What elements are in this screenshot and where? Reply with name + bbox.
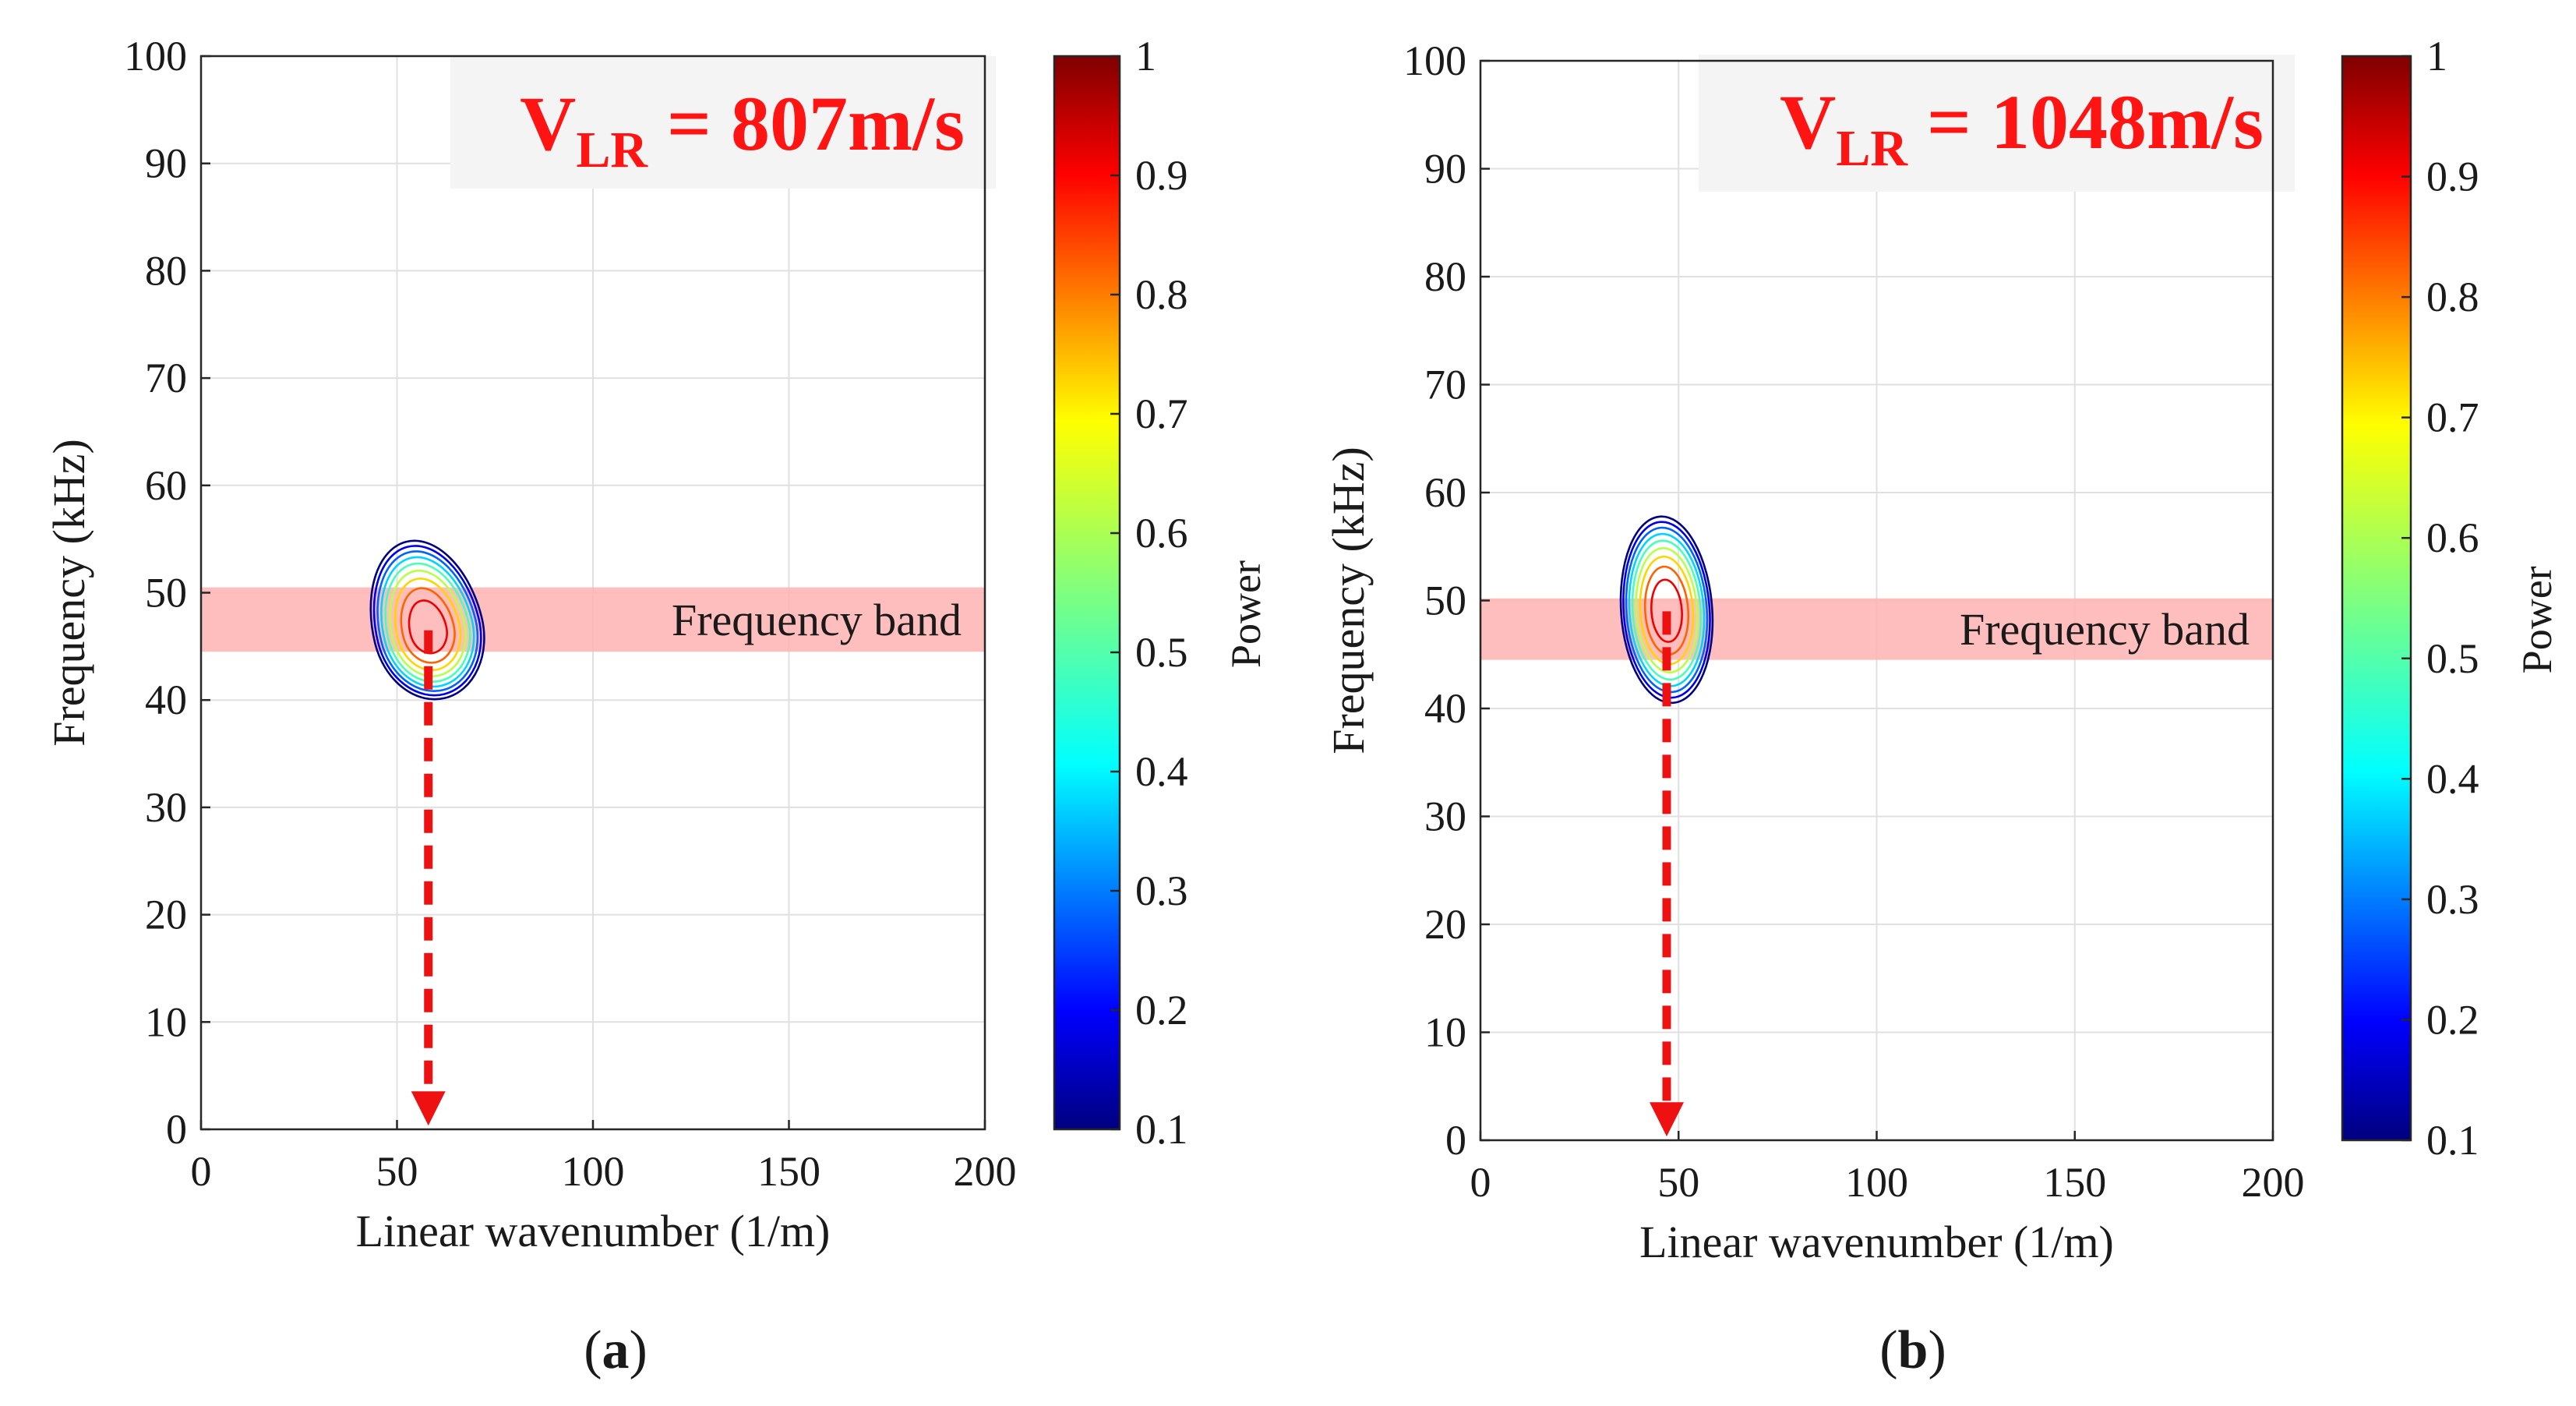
colorbar-label: Power	[2514, 566, 2560, 673]
velocity-label: VLR = 1048m/s	[1780, 79, 2264, 177]
panel-caption: (b)	[1879, 1320, 1946, 1380]
y-tick-label: 90	[145, 140, 187, 187]
x-tick-label: 150	[757, 1148, 820, 1195]
colorbar-tick-label: 0.2	[1135, 987, 1188, 1033]
colorbar-tick-label: 0.8	[1135, 271, 1188, 318]
x-tick-label: 100	[1845, 1159, 1908, 1206]
frequency-band	[1480, 598, 2273, 660]
colorbar-tick-label: 0.3	[1135, 867, 1188, 914]
x-tick-label: 50	[376, 1148, 418, 1195]
colorbar-tick-label: 0.6	[1135, 510, 1188, 556]
y-tick-label: 70	[1424, 362, 1466, 408]
colorbar-tick-label: 0.8	[2426, 274, 2479, 320]
y-tick-label: 100	[1403, 37, 1466, 84]
contour-line	[384, 562, 471, 683]
contour-line	[389, 569, 467, 677]
contour-line	[1635, 546, 1699, 673]
y-tick-label: 100	[124, 33, 187, 79]
colorbar	[2341, 55, 2412, 1142]
y-axis-label: Frequency (kHz)	[44, 439, 94, 747]
contour-line	[376, 550, 479, 693]
x-tick-label: 0	[1470, 1159, 1491, 1206]
colorbar-tick-label: 0.1	[1135, 1106, 1188, 1153]
velocity-label-box	[450, 56, 996, 189]
contour-line	[1639, 555, 1695, 666]
colorbar-tick-label: 1	[2426, 33, 2447, 79]
colorbar-tick-label: 0.7	[1135, 390, 1188, 437]
y-tick-label: 20	[1424, 901, 1466, 948]
contour-line	[1643, 566, 1690, 655]
colorbar	[1053, 55, 1121, 1131]
colorbar-tick-label: 0.7	[2426, 394, 2479, 441]
velocity-label-box	[1699, 55, 2295, 192]
x-axis-label: Linear wavenumber (1/m)	[1639, 1217, 2114, 1267]
x-tick-label: 50	[1657, 1159, 1699, 1206]
y-tick-label: 50	[145, 570, 187, 616]
frequency-band-label: Frequency band	[1960, 604, 2250, 655]
x-tick-label: 200	[2242, 1159, 2305, 1206]
x-tick-label: 200	[954, 1148, 1017, 1195]
y-tick-label: 30	[145, 784, 187, 831]
y-tick-label: 60	[1424, 469, 1466, 516]
contour-line	[400, 587, 456, 664]
colorbar-label: Power	[1223, 560, 1269, 668]
colorbar-tick-label: 0.9	[1135, 152, 1188, 199]
colorbar-tick-label: 0.3	[2426, 876, 2479, 923]
y-tick-label: 90	[1424, 146, 1466, 193]
contour-line	[1650, 578, 1683, 643]
contour-line	[393, 578, 462, 672]
colorbar-tick-label: 0.5	[2426, 635, 2479, 682]
colorbar-tick-label: 0.9	[2426, 154, 2479, 200]
y-tick-label: 70	[145, 355, 187, 401]
y-tick-label: 50	[1424, 578, 1466, 624]
y-tick-label: 40	[145, 677, 187, 723]
colorbar-tick-label: 0.4	[2426, 755, 2479, 802]
contour-line	[1631, 540, 1703, 680]
contour-line	[1625, 526, 1709, 694]
y-tick-label: 80	[145, 247, 187, 294]
x-axis-label: Linear wavenumber (1/m)	[356, 1206, 831, 1256]
colorbar-tick-label: 0.1	[2426, 1117, 2479, 1164]
colorbar-tick-label: 0.6	[2426, 514, 2479, 561]
y-tick-label: 10	[1424, 1009, 1466, 1056]
x-tick-label: 150	[2043, 1159, 2106, 1206]
y-tick-label: 40	[1424, 685, 1466, 732]
velocity-label: VLR = 807m/s	[520, 80, 965, 178]
contour-line	[1622, 521, 1711, 699]
x-tick-label: 0	[191, 1148, 212, 1195]
y-tick-label: 0	[166, 1106, 187, 1153]
y-tick-label: 20	[145, 892, 187, 938]
contour-line	[380, 556, 475, 688]
y-tick-label: 0	[1445, 1117, 1466, 1164]
frequency-band	[201, 587, 985, 652]
y-tick-label: 10	[145, 998, 187, 1045]
colorbar-tick-label: 0.4	[1135, 748, 1188, 795]
contour-line	[369, 539, 485, 701]
x-tick-label: 100	[562, 1148, 625, 1195]
colorbar-tick-label: 1	[1135, 33, 1156, 79]
panel-caption: (a)	[584, 1320, 648, 1380]
contour-line	[372, 545, 482, 697]
y-axis-label: Frequency (kHz)	[1323, 447, 1374, 754]
frequency-band-label: Frequency band	[672, 595, 962, 645]
contour-line	[1628, 533, 1706, 687]
colorbar-tick-label: 0.5	[1135, 629, 1188, 676]
colorbar-tick-label: 0.2	[2426, 996, 2479, 1043]
y-tick-label: 80	[1424, 253, 1466, 300]
y-tick-label: 30	[1424, 793, 1466, 840]
y-tick-label: 60	[145, 462, 187, 509]
